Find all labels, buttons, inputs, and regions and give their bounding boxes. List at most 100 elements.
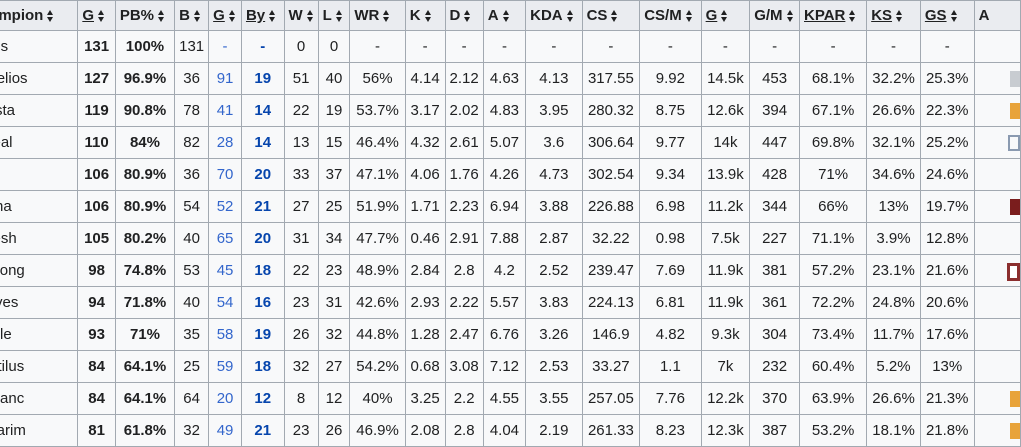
column-header-label: W xyxy=(288,7,303,24)
column-header-g[interactable]: G xyxy=(77,0,116,31)
cell-g2[interactable]: 41 xyxy=(208,94,242,127)
column-header-gm[interactable]: G/M xyxy=(749,0,800,31)
cell-ks: 32.1% xyxy=(866,126,921,159)
cell-d: 2.91 xyxy=(444,222,484,255)
cell-by[interactable]: 12 xyxy=(240,382,285,415)
sort-icon[interactable] xyxy=(335,10,343,23)
cell-by[interactable]: 18 xyxy=(240,350,285,383)
sort-icon[interactable] xyxy=(896,10,903,23)
cell-champion[interactable]: Nautilus xyxy=(0,350,79,383)
sort-icon[interactable] xyxy=(228,10,236,23)
sort-icon[interactable] xyxy=(424,10,432,23)
cell-g2[interactable]: 59 xyxy=(208,350,242,383)
sort-icon[interactable] xyxy=(849,10,856,23)
cell-gold: 13.9k xyxy=(700,158,751,191)
cell-by[interactable]: 14 xyxy=(240,126,285,159)
column-header-wr[interactable]: WR xyxy=(349,0,406,31)
column-header-extra[interactable]: A xyxy=(973,0,1021,31)
cell-g2[interactable]: 65 xyxy=(208,222,242,255)
cell-g2[interactable]: 28 xyxy=(208,126,242,159)
cell-wr: 53.7% xyxy=(349,94,406,127)
sort-icon[interactable] xyxy=(98,10,105,23)
cell-g2[interactable]: - xyxy=(208,30,242,63)
cell-d: 2.22 xyxy=(444,286,484,319)
cell-by[interactable]: 20 xyxy=(240,158,285,191)
column-header-csm[interactable]: CS/M xyxy=(639,0,702,31)
column-header-ks[interactable]: KS xyxy=(866,0,921,31)
cell-k: 0.46 xyxy=(404,222,446,255)
column-header-gold[interactable]: G xyxy=(700,0,751,31)
cell-champion[interactable]: Graves xyxy=(0,286,79,319)
cell-cs: 32.22 xyxy=(581,222,641,255)
column-header-kpar[interactable]: KPAR xyxy=(798,0,868,31)
sort-icon[interactable] xyxy=(306,10,314,23)
column-header-gs[interactable]: GS xyxy=(919,0,975,31)
sort-icon[interactable] xyxy=(721,10,728,23)
cell-g2[interactable]: 45 xyxy=(208,254,242,287)
column-header-b[interactable]: B xyxy=(174,0,210,31)
column-header-cs[interactable]: CS xyxy=(581,0,641,31)
cell-by[interactable]: 20 xyxy=(240,222,285,255)
column-header-kda[interactable]: KDA xyxy=(525,0,583,31)
sort-icon[interactable] xyxy=(269,10,276,23)
sort-icon[interactable] xyxy=(685,10,693,23)
cell-g2[interactable]: 91 xyxy=(208,62,242,95)
cell-champion[interactable]: Jhin xyxy=(0,158,79,191)
cell-g2[interactable]: 20 xyxy=(208,382,242,415)
cell-g2[interactable]: 52 xyxy=(208,190,242,223)
cell-g2[interactable]: 54 xyxy=(208,286,242,319)
cell-champion[interactable]: Varus xyxy=(0,30,79,63)
sort-icon[interactable] xyxy=(502,10,510,23)
cell-g2[interactable]: 58 xyxy=(208,318,242,351)
cell-champion[interactable]: Thresh xyxy=(0,222,79,255)
cell-g2[interactable]: 70 xyxy=(208,158,242,191)
column-header-a[interactable]: A xyxy=(482,0,527,31)
cell-pb: 64.1% xyxy=(114,350,176,383)
sort-icon[interactable] xyxy=(47,10,54,23)
sort-icon[interactable] xyxy=(464,10,471,23)
cell-champion[interactable]: Leona xyxy=(0,190,79,223)
cell-by[interactable]: - xyxy=(240,30,285,63)
cell-by[interactable]: 18 xyxy=(240,254,285,287)
column-header-l[interactable]: L xyxy=(317,0,351,31)
sort-icon[interactable] xyxy=(950,10,958,23)
cell-by[interactable]: 14 xyxy=(240,94,285,127)
cell-pb: 90.8% xyxy=(114,94,176,127)
cell-champion[interactable]: Wukong xyxy=(0,254,79,287)
cell-champion[interactable]: Kindle xyxy=(0,318,79,351)
cell-by[interactable]: 19 xyxy=(240,318,285,351)
cell-champion[interactable]: LeBlanc xyxy=(0,382,79,415)
sort-icon[interactable] xyxy=(158,10,165,23)
sort-icon[interactable] xyxy=(383,10,390,23)
column-header-by[interactable]: By xyxy=(240,0,285,31)
cell-l: 40 xyxy=(317,62,351,95)
cell-k: - xyxy=(404,30,446,63)
cell-champion[interactable]: Kalista xyxy=(0,94,79,127)
cell-by[interactable]: 21 xyxy=(240,414,285,447)
cell-cs: 302.54 xyxy=(581,158,641,191)
sort-icon[interactable] xyxy=(566,10,574,23)
table-row: Graves9471.8%405416233142.6%2.932.225.57… xyxy=(0,286,1021,319)
cell-gs: 12.8% xyxy=(919,222,975,255)
cell-k: 4.06 xyxy=(404,158,446,191)
cell-by[interactable]: 21 xyxy=(240,190,285,223)
cell-wr: 47.7% xyxy=(349,222,406,255)
cell-gs: 24.6% xyxy=(919,158,975,191)
sort-icon[interactable] xyxy=(611,10,618,23)
cell-by[interactable]: 16 xyxy=(240,286,285,319)
column-header-k[interactable]: K xyxy=(404,0,446,31)
cell-g2[interactable]: 49 xyxy=(208,414,242,447)
column-header-pb[interactable]: PB% xyxy=(114,0,176,31)
cell-champion[interactable]: Aphelios xyxy=(0,62,79,95)
column-header-w[interactable]: W xyxy=(283,0,319,31)
column-header-champion[interactable]: Champion xyxy=(0,0,79,31)
cell-champion[interactable]: Ezreal xyxy=(0,126,79,159)
column-header-g2[interactable]: G xyxy=(208,0,242,31)
sort-icon[interactable] xyxy=(786,10,794,23)
cell-champion[interactable]: Hecarim xyxy=(0,414,79,447)
column-header-d[interactable]: D xyxy=(444,0,484,31)
cell-by[interactable]: 19 xyxy=(240,62,285,95)
sort-icon[interactable] xyxy=(193,10,201,23)
cell-l: 32 xyxy=(317,318,351,351)
cell-pb: 80.2% xyxy=(114,222,176,255)
